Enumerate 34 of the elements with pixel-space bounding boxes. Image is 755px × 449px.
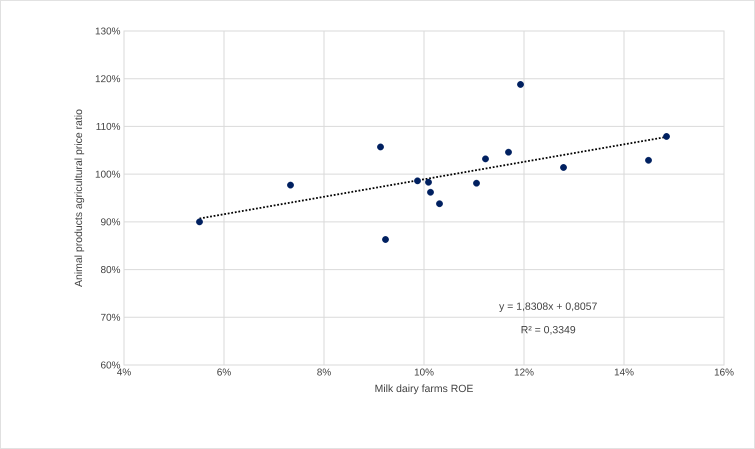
point [382,236,389,243]
x-tick-label: 8% [317,368,331,376]
point [414,177,421,184]
x-tick-label: 16% [714,368,734,376]
x-tick-label: 14% [614,368,634,376]
y-tick-label: 60% [101,361,120,369]
x-tick-label: 12% [514,368,534,376]
point [196,218,203,226]
x-axis-title: Milk dairy farms ROE [375,384,473,394]
y-tick-label: 110% [96,122,120,130]
point [482,155,489,162]
y-axis-title: Animal products agricultural price ratio [74,110,84,287]
annotation: y = 1,8308x + 0,8057 [499,302,597,312]
y-tick-label: 70% [101,314,120,321]
y-tick-label: 90% [101,218,120,226]
point [436,200,443,208]
point [287,182,294,189]
y-tick-label: 120% [96,75,120,82]
point [505,148,512,156]
point [560,164,567,171]
y-tick-label: 80% [100,266,120,274]
x-tick-label: 6% [217,368,231,376]
point [645,156,652,164]
point [663,133,670,140]
x-tick-label: 4% [117,368,131,376]
x-tick-label: 10% [414,368,434,376]
annotation: R² = 0,3349 [522,326,576,335]
point [425,178,432,186]
point [517,81,524,88]
y-tick-label: 130% [96,27,120,35]
point [427,188,434,196]
point [473,180,480,187]
y-tick-label: 100% [96,170,120,178]
point [377,144,384,150]
